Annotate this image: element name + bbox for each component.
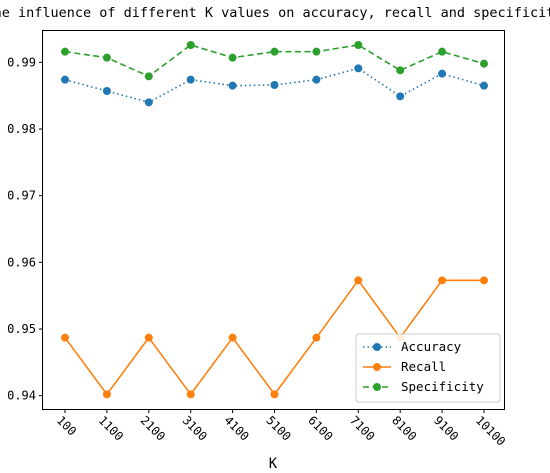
legend-marker [373, 343, 381, 351]
x-tick-label: 3100 [180, 413, 210, 443]
legend-label: Accuracy [401, 339, 462, 354]
legend-item-specificity: Specificity [363, 379, 484, 394]
series-layer [61, 41, 488, 399]
plot-area [42, 30, 505, 410]
data-point [354, 64, 363, 73]
data-point [270, 81, 279, 89]
x-tick-label: 8100 [389, 413, 419, 443]
y-tick-label: 0.98 [7, 122, 36, 136]
data-point [312, 75, 321, 84]
data-point [186, 390, 195, 399]
x-tick-label: 10100 [473, 413, 508, 448]
x-tick-label: 6100 [305, 413, 335, 443]
legend-item-recall: Recall [363, 359, 446, 374]
series-line [64, 44, 485, 78]
x-tick-label: 7100 [347, 413, 377, 443]
y-tick-label: 0.99 [7, 55, 36, 69]
data-point [480, 81, 488, 90]
data-point [354, 41, 363, 49]
data-point [61, 75, 69, 84]
data-point [480, 59, 488, 68]
x-axis: 100 1100 2100 3100 4100 5100 6100 7100 8100 9100 1… [54, 409, 508, 449]
series-line [64, 67, 485, 104]
data-point [102, 87, 111, 95]
data-point [144, 98, 153, 107]
x-tick-label: 4100 [221, 413, 251, 443]
legend-label: Recall [401, 359, 446, 374]
series-accuracy [61, 64, 488, 107]
legend-item-accuracy: Accuracy [363, 339, 462, 354]
data-point [228, 53, 237, 62]
x-tick-label: 1100 [96, 413, 126, 443]
data-point [354, 276, 363, 285]
data-point [438, 47, 447, 56]
data-point [396, 92, 405, 101]
data-point [102, 53, 111, 62]
data-point [186, 41, 195, 49]
legend: Accuracy Recall Specificity [355, 333, 501, 403]
data-point [312, 47, 321, 56]
data-point [270, 47, 279, 56]
legend-label: Specificity [401, 379, 484, 394]
chart-title: The influence of different K values on a… [0, 5, 550, 21]
legend-marker [373, 383, 381, 391]
x-tick-label: 100 [54, 413, 79, 438]
series-recall [61, 276, 488, 399]
data-point [480, 276, 488, 285]
x-tick-label: 9100 [431, 413, 461, 443]
data-point [438, 276, 447, 285]
data-point [61, 47, 69, 56]
y-tick-label: 0.97 [7, 189, 36, 203]
data-point [61, 333, 69, 342]
data-point [228, 81, 237, 90]
x-tick-label: 5100 [263, 413, 293, 443]
y-axis: 0.94 0.95 0.96 0.97 0.98 0.99 [7, 55, 43, 403]
data-point [144, 72, 153, 81]
legend-marker [373, 363, 381, 371]
data-point [228, 333, 237, 342]
data-point [102, 390, 111, 399]
y-tick-label: 0.95 [7, 322, 36, 336]
data-point [270, 390, 279, 399]
data-point [186, 75, 195, 84]
data-point [396, 66, 405, 75]
y-tick-label: 0.96 [7, 255, 36, 269]
series-specificity [61, 41, 488, 81]
y-tick-label: 0.94 [7, 389, 36, 403]
data-point [144, 333, 153, 342]
x-axis-label: K [269, 456, 278, 472]
data-point [312, 333, 321, 342]
x-tick-label: 2100 [138, 413, 168, 443]
legend-box [355, 333, 501, 403]
data-point [438, 69, 447, 78]
